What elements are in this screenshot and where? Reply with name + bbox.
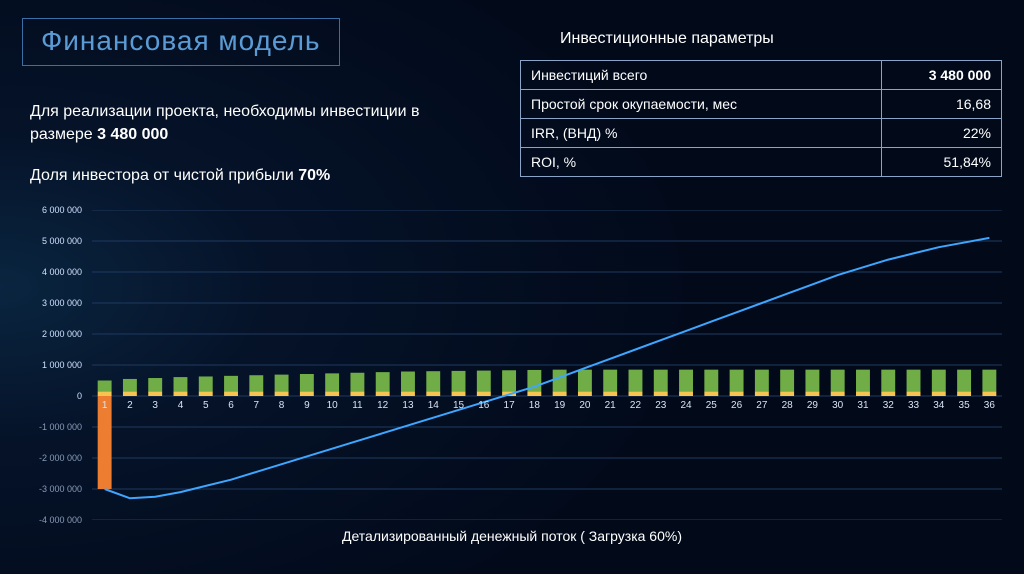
chart-y-tick-label: 6 000 000 (42, 205, 82, 215)
chart-x-tick-label: 34 (933, 400, 944, 411)
chart-x-tick-label: 35 (959, 400, 970, 411)
chart-x-tick-label: 20 (579, 400, 590, 411)
chart-y-tick-label: 5 000 000 (42, 236, 82, 246)
params-value: 51,84% (882, 148, 1002, 177)
chart-y-tick-label: 0 (77, 391, 82, 401)
chart-x-tick-label: 6 (228, 400, 234, 411)
chart-y-tick-label: 4 000 000 (42, 267, 82, 277)
chart-y-tick-label: -2 000 000 (39, 453, 82, 463)
intro-line-2b: 70% (298, 167, 330, 184)
chart-x-tick-label: 17 (504, 400, 515, 411)
chart-x-tick-label: 5 (203, 400, 209, 411)
chart-x-tick-label: 32 (883, 400, 894, 411)
chart-x-tick-label: 21 (605, 400, 616, 411)
chart-x-tick-label: 12 (377, 400, 388, 411)
chart-y-tick-label: -4 000 000 (39, 515, 82, 525)
chart-x-tick-label: 24 (680, 400, 691, 411)
chart-x-tick-label: 26 (731, 400, 742, 411)
chart-x-tick-label: 1 (102, 400, 108, 411)
params-table: Инвестиций всего 3 480 000 Простой срок … (520, 60, 1002, 177)
page-title-box: Финансовая модель (22, 18, 340, 66)
intro-line-1b: 3 480 000 (97, 126, 168, 143)
params-value: 3 480 000 (882, 61, 1002, 90)
params-label: ROI, % (521, 148, 882, 177)
params-label: IRR, (ВНД) % (521, 119, 882, 148)
chart-x-tick-label: 9 (304, 400, 310, 411)
chart-x-tick-label: 7 (254, 400, 260, 411)
chart-x-tick-label: 13 (402, 400, 413, 411)
chart-x-tick-label: 31 (857, 400, 868, 411)
chart-x-tick-label: 10 (327, 400, 338, 411)
chart-y-tick-label: 3 000 000 (42, 298, 82, 308)
intro-line-1a: Для реализации проекта, необходимы инвес… (30, 103, 420, 143)
params-label: Инвестиций всего (521, 61, 882, 90)
params-title: Инвестиционные параметры (560, 30, 774, 48)
chart-x-tick-label: 16 (478, 400, 489, 411)
chart-x-tick-label: 19 (554, 400, 565, 411)
chart-x-tick-label: 2 (127, 400, 133, 411)
chart-x-tick-label: 33 (908, 400, 919, 411)
chart-x-tick-label: 22 (630, 400, 641, 411)
chart-y-tick-label: 1 000 000 (42, 360, 82, 370)
chart-x-tick-label: 8 (279, 400, 285, 411)
table-row: ROI, % 51,84% (521, 148, 1002, 177)
intro-line-2: Доля инвестора от чистой прибыли 70% (30, 164, 480, 187)
chart-x-tick-label: 18 (529, 400, 540, 411)
chart-x-tick-label: 30 (832, 400, 843, 411)
chart-x-tick-label: 28 (782, 400, 793, 411)
intro-text: Для реализации проекта, необходимы инвес… (30, 100, 480, 188)
params-label: Простой срок окупаемости, мес (521, 90, 882, 119)
chart-x-tick-label: 3 (152, 400, 158, 411)
params-value: 16,68 (882, 90, 1002, 119)
chart-y-labels: 6 000 0005 000 0004 000 0003 000 0002 00… (22, 210, 86, 520)
chart-y-tick-label: 2 000 000 (42, 329, 82, 339)
chart-x-tick-label: 27 (756, 400, 767, 411)
intro-line-1: Для реализации проекта, необходимы инвес… (30, 100, 480, 146)
chart-x-tick-label: 25 (706, 400, 717, 411)
chart-x-tick-label: 11 (352, 400, 362, 411)
chart-y-tick-label: -1 000 000 (39, 422, 82, 432)
table-row: IRR, (ВНД) % 22% (521, 119, 1002, 148)
chart-x-tick-label: 4 (178, 400, 184, 411)
chart-x-tick-label: 29 (807, 400, 818, 411)
chart-y-tick-label: -3 000 000 (39, 484, 82, 494)
params-value: 22% (882, 119, 1002, 148)
chart-x-tick-label: 15 (453, 400, 464, 411)
intro-line-2a: Доля инвестора от чистой прибыли (30, 167, 298, 184)
table-row: Инвестиций всего 3 480 000 (521, 61, 1002, 90)
chart-x-tick-label: 36 (984, 400, 995, 411)
table-row: Простой срок окупаемости, мес 16,68 (521, 90, 1002, 119)
chart-x-tick-label: 14 (428, 400, 439, 411)
chart-bottom-title: Детализированный денежный поток ( Загруз… (22, 528, 1002, 544)
cashflow-chart: 6 000 0005 000 0004 000 0003 000 0002 00… (22, 210, 1002, 550)
page-title: Финансовая модель (41, 25, 321, 56)
chart-x-tick-label: 23 (655, 400, 666, 411)
chart-plot (92, 210, 1002, 520)
